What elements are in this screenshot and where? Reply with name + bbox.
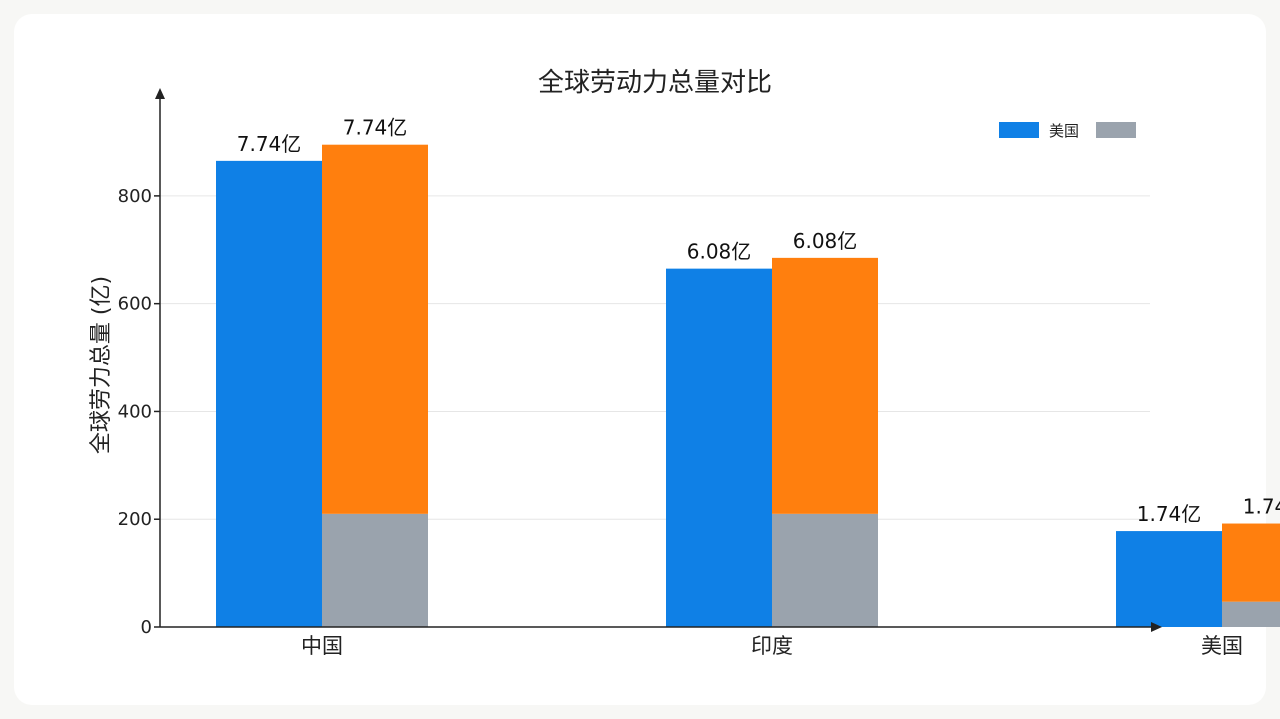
bars [216, 144, 1280, 627]
data-label: 7.74亿 [343, 116, 408, 140]
legend: 美国 [999, 122, 1136, 140]
y-tick-labels: 0 200 400 600 800 [118, 186, 160, 638]
data-label: 1.74亿 [1243, 495, 1280, 519]
y-axis-label: 全球劳力总量 (亿) [89, 276, 114, 454]
bar-stack-gray-1 [772, 513, 878, 627]
data-label: 6.08亿 [793, 229, 858, 253]
axes [155, 88, 1162, 632]
data-label: 6.08亿 [687, 240, 752, 264]
bar-stack-orange-0 [322, 144, 428, 514]
y-tick-label: 400 [118, 401, 152, 422]
x-category-labels: 中国 印度 美国 [301, 634, 1243, 658]
x-category-label: 美国 [1201, 634, 1243, 658]
y-tick-label: 200 [118, 509, 152, 530]
x-axis-arrow [1151, 622, 1162, 632]
legend-swatch-series2 [1096, 122, 1136, 138]
legend-label: 美国 [1049, 122, 1079, 140]
bar-series1-1 [666, 268, 772, 627]
data-labels: 7.74亿 7.74亿 6.08亿 6.08亿 1.74亿 1.74亿 [237, 116, 1280, 526]
y-tick-label: 800 [118, 186, 152, 207]
bar-stack-gray-0 [322, 513, 428, 627]
data-label: 7.74亿 [237, 132, 302, 156]
x-category-label: 印度 [751, 634, 793, 658]
bar-stack-gray-2 [1222, 601, 1280, 627]
bar-stack-orange-2 [1222, 523, 1280, 602]
bar-series1-0 [216, 160, 322, 627]
data-label: 1.74亿 [1137, 502, 1202, 526]
x-category-label: 中国 [301, 634, 343, 658]
y-tick-label: 0 [141, 617, 152, 638]
bar-series1-2 [1116, 531, 1222, 627]
chart-title: 全球劳动力总量对比 [538, 68, 772, 98]
bar-stack-orange-1 [772, 257, 878, 514]
y-axis-arrow [155, 88, 165, 99]
y-tick-label: 600 [118, 294, 152, 315]
legend-swatch-series1 [999, 122, 1039, 138]
